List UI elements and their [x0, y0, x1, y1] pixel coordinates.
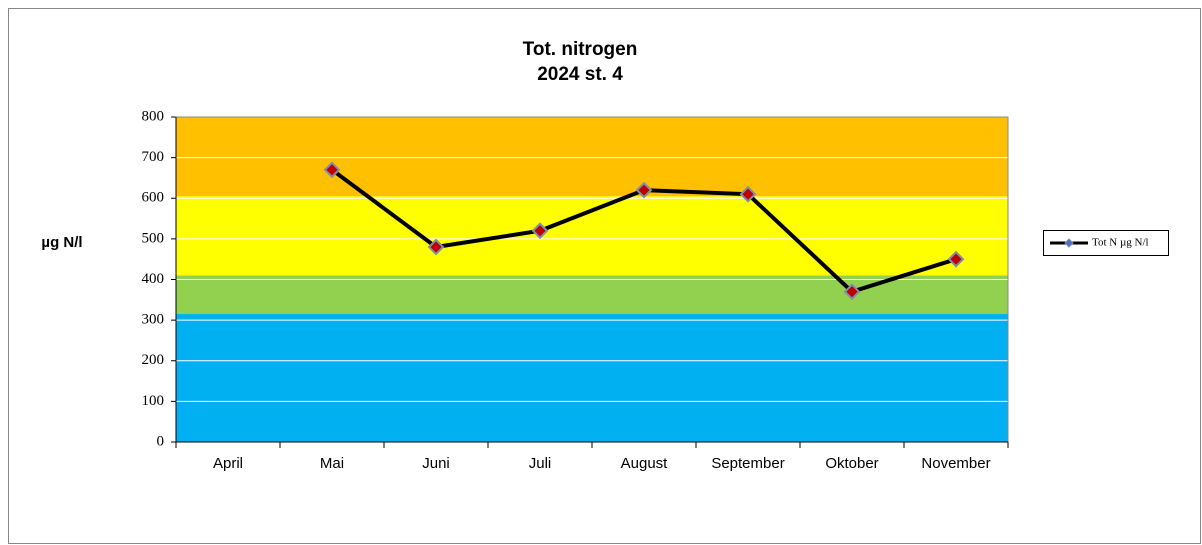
- y-tick-label: 500: [142, 230, 165, 246]
- data-point: [739, 185, 757, 203]
- data-point: [947, 250, 965, 268]
- x-tick-label: September: [711, 455, 784, 472]
- x-tick-label: Oktober: [825, 455, 878, 472]
- y-tick-label: 0: [157, 433, 165, 449]
- x-tick-label: November: [921, 455, 990, 472]
- y-tick-label: 200: [142, 352, 165, 368]
- background-band: [176, 117, 1008, 197]
- chart-subtitle: 2024 st. 4: [537, 64, 623, 85]
- x-tick-label: Juni: [422, 455, 450, 472]
- y-tick-label: 700: [142, 149, 165, 165]
- legend-label: Tot N µg N/l: [1092, 237, 1149, 249]
- data-point: [635, 181, 653, 199]
- y-tick-label: 600: [142, 190, 165, 206]
- data-point: [531, 222, 549, 240]
- x-tick-label: Mai: [320, 455, 344, 472]
- y-tick-label: 300: [142, 312, 165, 328]
- background-band: [176, 275, 1008, 315]
- x-tick-label: August: [621, 455, 669, 472]
- y-tick-label: 800: [142, 108, 165, 124]
- y-tick-label: 100: [142, 393, 165, 409]
- data-point: [323, 161, 341, 179]
- background-band: [176, 314, 1008, 442]
- y-axis-label: µg N/l: [41, 234, 82, 251]
- data-point: [427, 238, 445, 256]
- legend-marker: [1064, 238, 1074, 248]
- chart-title: Tot. nitrogen: [523, 39, 638, 60]
- x-tick-label: April: [213, 455, 243, 472]
- x-tick-label: Juli: [529, 455, 552, 472]
- data-point: [843, 283, 861, 301]
- y-tick-label: 400: [142, 271, 165, 287]
- background-band: [176, 196, 1008, 276]
